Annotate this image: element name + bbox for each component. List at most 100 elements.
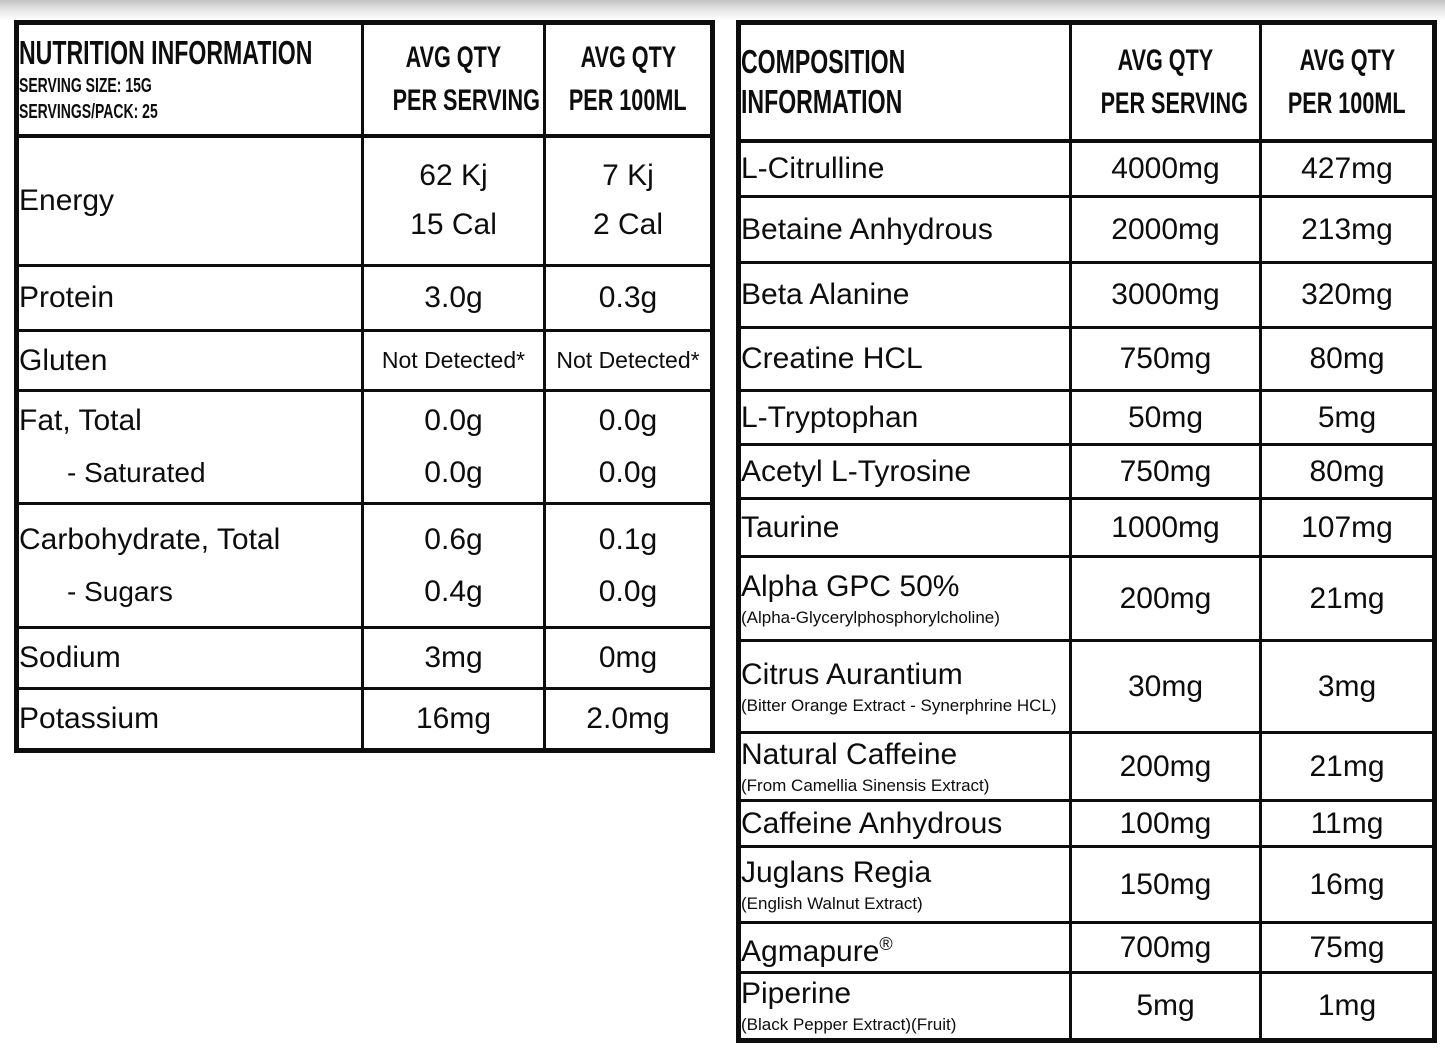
value-per-100ml: 16mg bbox=[1259, 845, 1436, 924]
value-per-serving: 1000mg bbox=[1069, 497, 1262, 558]
row-name: Potassium bbox=[15, 687, 364, 752]
avg-qty-per-serving-header: AVG QTY PER SERVING bbox=[1069, 21, 1262, 143]
value-per-serving: 16mg bbox=[361, 687, 546, 752]
value-per-100ml: 21mg bbox=[1259, 731, 1436, 802]
value-per-serving: 3.0g bbox=[361, 264, 546, 332]
value-per-serving: 30mg bbox=[1069, 639, 1262, 734]
row-subname: (From Camellia Sinensis Extract) bbox=[741, 775, 990, 795]
value-per-100ml: 75mg bbox=[1259, 921, 1436, 974]
row-name: Citrus Aurantium (Bitter Orange Extract … bbox=[737, 639, 1072, 734]
table-row-citrus-aurantium: Citrus Aurantium (Bitter Orange Extract … bbox=[737, 639, 1436, 734]
row-name: Taurine bbox=[737, 497, 1072, 558]
row-name: Betaine Anhydrous bbox=[737, 195, 1072, 264]
serving-size-label: SERVING SIZE: 15G bbox=[19, 75, 152, 98]
value-per-100ml: 0.3g bbox=[543, 264, 714, 332]
value-per-serving: 750mg bbox=[1069, 326, 1262, 392]
table-row-agmapure: Agmapure® 700mg 75mg bbox=[737, 921, 1436, 974]
value-per-100ml: 80mg bbox=[1259, 443, 1436, 500]
value-per-100ml: 2.0mg bbox=[543, 687, 714, 752]
table-row-caffeine-anhydrous: Caffeine Anhydrous 100mg 11mg bbox=[737, 799, 1436, 848]
value-per-100ml: 0.0g 0.0g bbox=[543, 389, 714, 505]
row-name: Natural Caffeine (From Camellia Sinensis… bbox=[737, 731, 1072, 802]
row-subname: (Black Pepper Extract)(Fruit) bbox=[741, 1015, 957, 1034]
row-name: Fat, Total - Saturated bbox=[15, 389, 364, 505]
nutrition-information-table: NUTRITION INFORMATION SERVING SIZE: 15G … bbox=[14, 20, 715, 753]
servings-pack-label: SERVINGS/PACK: 25 bbox=[19, 101, 158, 124]
table-header-row: COMPOSITION INFORMATION AVG QTY PER SERV… bbox=[737, 21, 1436, 143]
table-row-sodium: Sodium 3mg 0mg bbox=[15, 626, 714, 690]
value-per-serving: 5mg bbox=[1069, 971, 1262, 1042]
value-per-serving: 100mg bbox=[1069, 799, 1262, 848]
table-header-row: NUTRITION INFORMATION SERVING SIZE: 15G … bbox=[15, 21, 714, 138]
value-per-100ml: 213mg bbox=[1259, 195, 1436, 264]
table-row-taurine: Taurine 1000mg 107mg bbox=[737, 497, 1436, 558]
row-name: Juglans Regia (English Walnut Extract) bbox=[737, 845, 1072, 924]
row-name: Beta Alanine bbox=[737, 261, 1072, 329]
value-per-100ml: 1mg bbox=[1259, 971, 1436, 1042]
table-row-carbohydrate: Carbohydrate, Total - Sugars 0.6g 0.4g 0… bbox=[15, 502, 714, 629]
composition-header-cell: COMPOSITION INFORMATION bbox=[737, 21, 1072, 143]
value-per-100ml: 0.1g 0.0g bbox=[543, 502, 714, 629]
table-row-gluten: Gluten Not Detected* Not Detected* bbox=[15, 329, 714, 392]
row-name: Acetyl L-Tyrosine bbox=[737, 443, 1072, 500]
value-per-serving: 200mg bbox=[1069, 555, 1262, 642]
value-per-100ml: 21mg bbox=[1259, 555, 1436, 642]
row-subname: (Bitter Orange Extract - Synerphrine HCL… bbox=[741, 695, 1057, 715]
row-subname: (English Walnut Extract) bbox=[741, 893, 923, 913]
row-name: Piperine (Black Pepper Extract)(Fruit) bbox=[737, 971, 1072, 1042]
table-row-alpha-gpc: Alpha GPC 50% (Alpha-Glycerylphosphorylc… bbox=[737, 555, 1436, 642]
row-name: Energy bbox=[15, 134, 364, 267]
table-title-line2: INFORMATION bbox=[741, 82, 903, 120]
row-name: Alpha GPC 50% (Alpha-Glycerylphosphorylc… bbox=[737, 555, 1072, 642]
table-title: NUTRITION INFORMATION bbox=[19, 34, 313, 72]
value-per-serving: 50mg bbox=[1069, 389, 1262, 446]
value-per-100ml: Not Detected* bbox=[543, 329, 714, 392]
value-per-serving: 0.6g 0.4g bbox=[361, 502, 546, 629]
value-per-serving: Not Detected* bbox=[361, 329, 546, 392]
value-per-serving: 700mg bbox=[1069, 921, 1262, 974]
avg-qty-per-100ml-header: AVG QTY PER 100ML bbox=[1259, 21, 1436, 143]
row-name: Protein bbox=[15, 264, 364, 332]
table-row-betaine-anhydrous: Betaine Anhydrous 2000mg 213mg bbox=[737, 195, 1436, 264]
value-per-serving: 2000mg bbox=[1069, 195, 1262, 264]
value-per-serving: 3mg bbox=[361, 626, 546, 690]
table-row-natural-caffeine: Natural Caffeine (From Camellia Sinensis… bbox=[737, 731, 1436, 802]
value-per-100ml: 0mg bbox=[543, 626, 714, 690]
row-name: Creatine HCL bbox=[737, 326, 1072, 392]
row-name: Carbohydrate, Total - Sugars bbox=[15, 502, 364, 629]
value-per-serving: 750mg bbox=[1069, 443, 1262, 500]
registered-trademark-symbol: ® bbox=[879, 933, 893, 954]
value-per-serving: 0.0g 0.0g bbox=[361, 389, 546, 505]
table-row-juglans-regia: Juglans Regia (English Walnut Extract) 1… bbox=[737, 845, 1436, 924]
table-title-line1: COMPOSITION bbox=[741, 42, 906, 80]
avg-qty-per-serving-header: AVG QTY PER SERVING bbox=[361, 21, 546, 138]
row-name: Sodium bbox=[15, 626, 364, 690]
value-per-serving: 3000mg bbox=[1069, 261, 1262, 329]
table-row-protein: Protein 3.0g 0.3g bbox=[15, 264, 714, 332]
table-row-piperine: Piperine (Black Pepper Extract)(Fruit) 5… bbox=[737, 971, 1436, 1042]
table-row-creatine-hcl: Creatine HCL 750mg 80mg bbox=[737, 326, 1436, 392]
row-name: L-Tryptophan bbox=[737, 389, 1072, 446]
row-name: Gluten bbox=[15, 329, 364, 392]
value-per-100ml: 427mg bbox=[1259, 139, 1436, 198]
composition-information-table: COMPOSITION INFORMATION AVG QTY PER SERV… bbox=[736, 20, 1437, 1043]
value-per-100ml: 320mg bbox=[1259, 261, 1436, 329]
table-row-acetyl-l-tyrosine: Acetyl L-Tyrosine 750mg 80mg bbox=[737, 443, 1436, 500]
value-per-serving: 62 Kj 15 Cal bbox=[361, 134, 546, 267]
table-row-beta-alanine: Beta Alanine 3000mg 320mg bbox=[737, 261, 1436, 329]
value-per-100ml: 3mg bbox=[1259, 639, 1436, 734]
nutrition-header-cell: NUTRITION INFORMATION SERVING SIZE: 15G … bbox=[15, 21, 364, 138]
value-per-100ml: 5mg bbox=[1259, 389, 1436, 446]
table-row-fat: Fat, Total - Saturated 0.0g 0.0g 0.0g 0.… bbox=[15, 389, 714, 505]
row-name: Agmapure® bbox=[737, 921, 1072, 974]
row-name: L-Citrulline bbox=[737, 139, 1072, 198]
avg-qty-per-100ml-header: AVG QTY PER 100ML bbox=[543, 21, 714, 138]
value-per-100ml: 80mg bbox=[1259, 326, 1436, 392]
value-per-100ml: 7 Kj 2 Cal bbox=[543, 134, 714, 267]
value-per-serving: 150mg bbox=[1069, 845, 1262, 924]
value-per-serving: 4000mg bbox=[1069, 139, 1262, 198]
table-row-potassium: Potassium 16mg 2.0mg bbox=[15, 687, 714, 752]
table-row-energy: Energy 62 Kj 15 Cal 7 Kj 2 Cal bbox=[15, 134, 714, 267]
row-name: Caffeine Anhydrous bbox=[737, 799, 1072, 848]
